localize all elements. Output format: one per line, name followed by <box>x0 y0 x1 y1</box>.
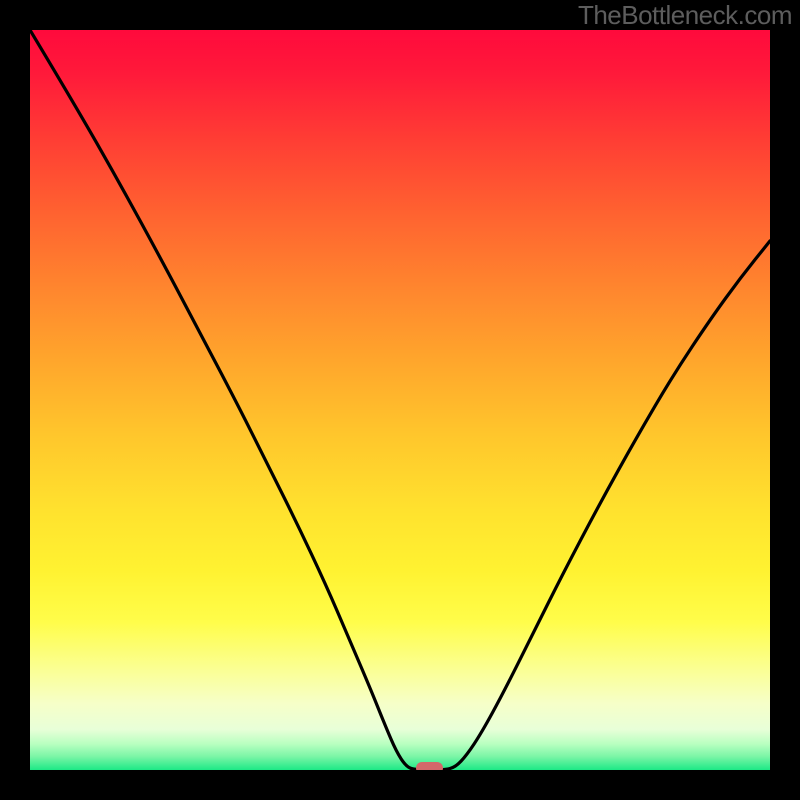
bottleneck-curve <box>30 30 770 770</box>
optimal-marker <box>416 762 443 770</box>
chart-container: TheBottleneck.com <box>0 0 800 800</box>
watermark-label: TheBottleneck.com <box>578 0 792 31</box>
plot-area <box>30 30 770 770</box>
